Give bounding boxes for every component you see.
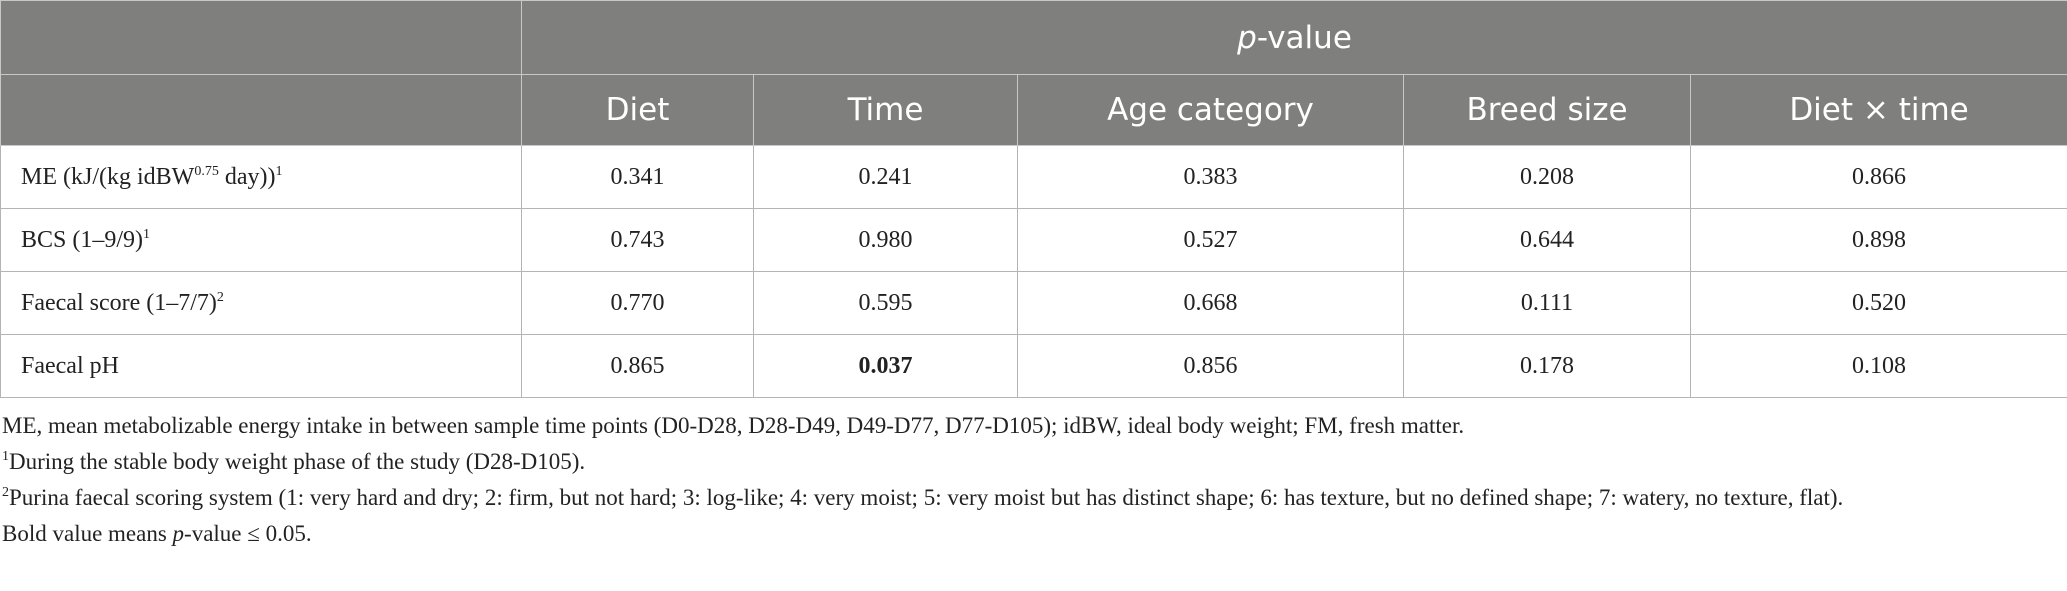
value-cell: 0.856 <box>1017 334 1404 398</box>
value-cell: 0.743 <box>521 208 754 272</box>
value-cell: 0.770 <box>521 271 754 335</box>
superscript: 0.75 <box>194 163 219 179</box>
italic: p <box>172 521 185 546</box>
column-header: Diet × time <box>1689 74 2067 146</box>
note-mark: 1 <box>143 226 151 242</box>
footnote: Bold value means p-value ≤ 0.05. <box>2 516 2065 552</box>
table-row: Faecal pH 0.865 0.037 0.856 0.178 0.108 <box>0 334 2067 398</box>
value-cell: 0.644 <box>1403 208 1691 272</box>
value-cell: 0.108 <box>1689 334 2067 398</box>
text: -value <box>1256 19 1352 56</box>
value-cell: 0.383 <box>1017 145 1404 209</box>
value-cell: 0.668 <box>1017 271 1404 335</box>
value-cell: 0.865 <box>521 334 754 398</box>
value-cell: 0.341 <box>521 145 754 209</box>
header-cell <box>0 74 522 146</box>
value-cell: 0.241 <box>753 145 1018 209</box>
column-header: Time <box>753 74 1018 146</box>
note-mark: 2 <box>216 289 224 305</box>
text: -value ≤ 0.05. <box>184 521 312 546</box>
value-cell: 0.520 <box>1689 271 2067 335</box>
value-cell: 0.208 <box>1403 145 1691 209</box>
table-row: ME (kJ/(kg idBW0.75 day))1 0.341 0.241 0.38… <box>0 145 2067 209</box>
row-label: ME (kJ/(kg idBW0.75 day))1 <box>0 145 522 209</box>
row-label: Faecal score (1–7/7)2 <box>0 271 522 335</box>
label-text: ME (kJ/(kg idBW <box>21 163 195 190</box>
header-row: Diet Time Age category Breed size Diet × tim… <box>0 74 2067 146</box>
note-mark: 2 <box>2 485 9 500</box>
value-cell: 0.037 <box>753 334 1018 398</box>
value-cell: 0.898 <box>1689 208 2067 272</box>
label-text: Faecal pH <box>21 352 119 379</box>
text: During the stable body weight phase of t… <box>9 449 586 474</box>
value-cell: 0.980 <box>753 208 1018 272</box>
footnote: 2Purina faecal scoring system (1: very h… <box>2 480 2065 516</box>
text: Bold value means <box>2 521 173 546</box>
label-text: Faecal score (1–7/7) <box>21 289 217 316</box>
value-cell: 0.178 <box>1403 334 1691 398</box>
results-table: p-value Diet Time Age category Breed size Di… <box>0 0 2067 398</box>
value-cell: 0.527 <box>1017 208 1404 272</box>
footnotes: ME, mean metabolizable energy intake in … <box>0 398 2067 552</box>
note-mark: 1 <box>275 163 283 179</box>
column-header: Age category <box>1017 74 1404 146</box>
column-header: Diet <box>521 74 754 146</box>
footnote: 1During the stable body weight phase of … <box>2 444 2065 480</box>
text: Purina faecal scoring system (1: very ha… <box>9 485 1844 510</box>
table-row: Faecal score (1–7/7)2 0.770 0.595 0.668 0.11… <box>0 271 2067 335</box>
row-label: BCS (1–9/9)1 <box>0 208 522 272</box>
header-row: p-value <box>0 0 2067 75</box>
label-text: day)) <box>218 163 276 190</box>
label-text: BCS (1–9/9) <box>21 226 144 253</box>
table-body: ME (kJ/(kg idBW0.75 day))1 0.341 0.241 0.38… <box>0 145 2067 398</box>
italic: p <box>1237 19 1257 56</box>
value-cell: 0.595 <box>753 271 1018 335</box>
group-header: p-value <box>520 0 2067 75</box>
value-cell: 0.866 <box>1689 145 2067 209</box>
table-row: BCS (1–9/9)1 0.743 0.980 0.527 0.644 0.898 <box>0 208 2067 272</box>
note-mark: 1 <box>2 449 9 464</box>
column-header: Breed size <box>1403 74 1691 146</box>
header-cell <box>0 0 522 75</box>
row-label: Faecal pH <box>0 334 522 398</box>
footnote: ME, mean metabolizable energy intake in … <box>2 413 1465 438</box>
value-cell: 0.111 <box>1403 271 1691 335</box>
